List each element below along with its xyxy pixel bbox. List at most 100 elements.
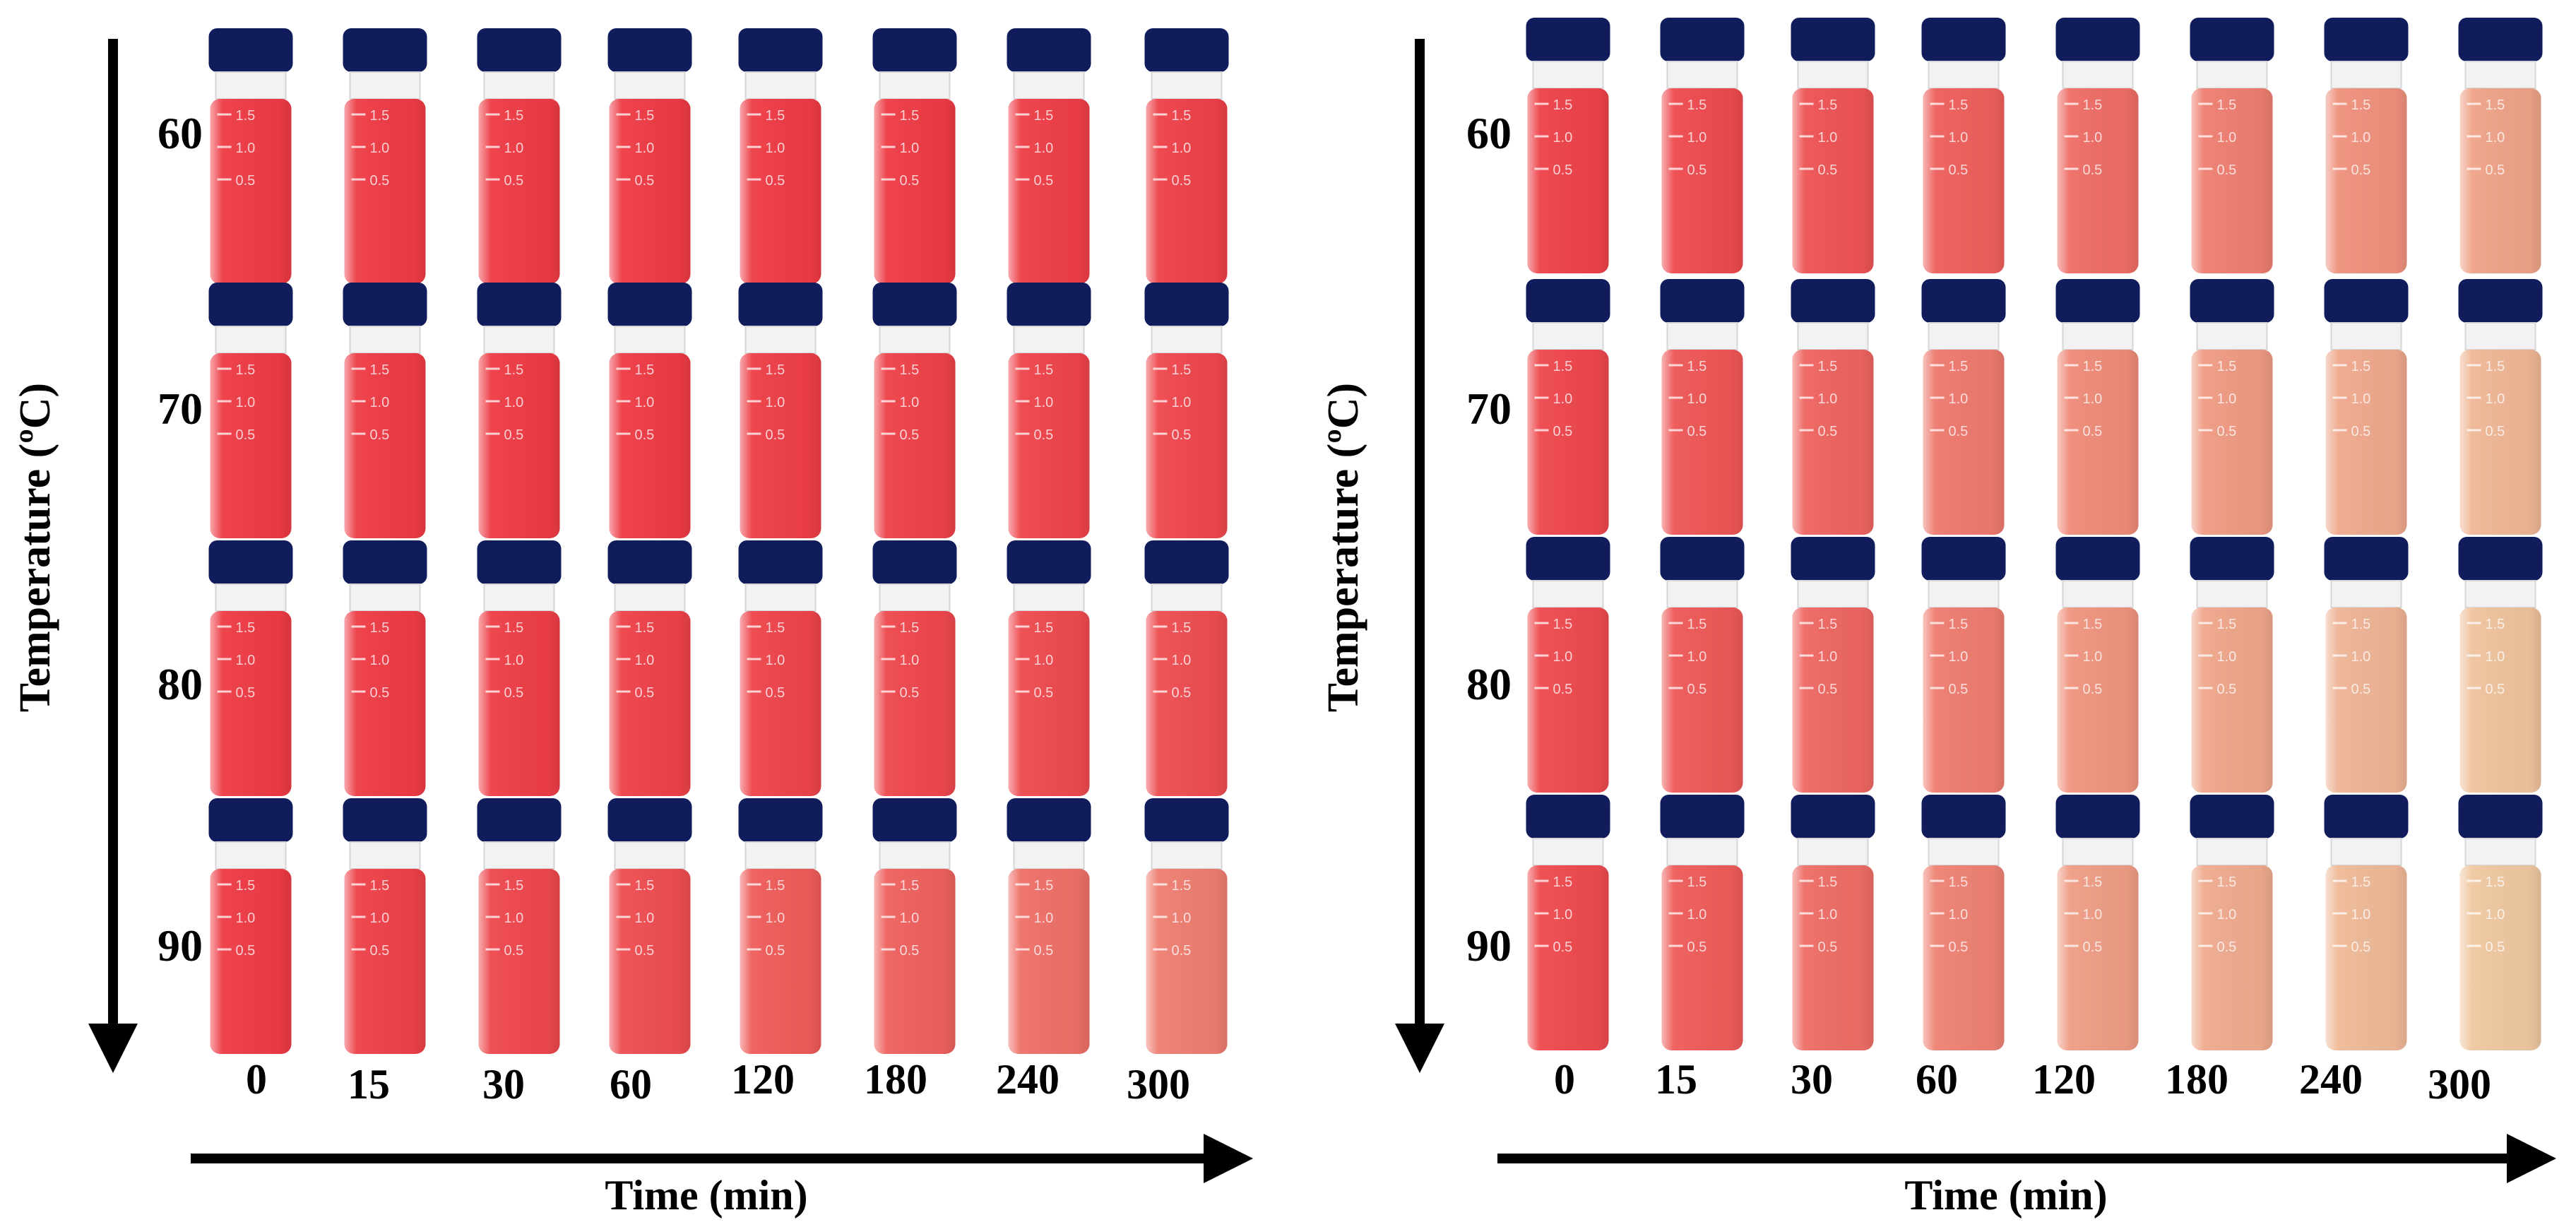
graduation-label: 1.0 xyxy=(1034,911,1054,926)
graduation-label: 1.0 xyxy=(766,395,785,410)
vial-neck xyxy=(614,583,686,612)
vial: 1.5 1.0 0.5 xyxy=(208,28,293,284)
vial-cap xyxy=(208,540,293,584)
graduation-label: 1.5 xyxy=(2217,97,2237,113)
graduation-label: 0.5 xyxy=(1687,939,1707,955)
vial-cap xyxy=(1791,279,1875,323)
vial: 1.5 1.0 0.5 xyxy=(1660,795,1745,1050)
vial-neck xyxy=(1928,838,2000,866)
graduation-label: 0.5 xyxy=(1687,162,1707,178)
vial-neck xyxy=(349,326,421,354)
graduation-label: 1.0 xyxy=(2351,130,2371,146)
vial-glass xyxy=(2191,865,2273,1050)
vial-neck xyxy=(215,583,287,612)
graduation-label: 0.5 xyxy=(900,685,920,701)
vial-cap xyxy=(1007,540,1091,584)
graduation-label: 1.0 xyxy=(504,911,524,926)
vial-cap xyxy=(1660,18,1745,61)
graduation-label: 0.5 xyxy=(766,427,785,443)
vial-glass xyxy=(1661,607,1743,793)
vial-cap xyxy=(1144,798,1229,842)
vial: 1.5 1.0 0.5 xyxy=(2324,18,2409,273)
vial-glass xyxy=(478,99,560,284)
graduation-label: 0.5 xyxy=(370,427,390,443)
graduation-label: 1.0 xyxy=(1553,649,1573,665)
vial-glass xyxy=(740,869,821,1054)
vial-glass xyxy=(609,869,691,1054)
graduation-label: 1.5 xyxy=(1553,617,1573,632)
vial-neck xyxy=(1532,838,1604,866)
vial-glass xyxy=(478,869,560,1054)
vial-glass xyxy=(2325,607,2407,793)
graduation-label: 1.5 xyxy=(1687,875,1707,890)
vial-cap xyxy=(1791,795,1875,838)
vial-neck xyxy=(1797,838,1869,866)
vial-cap xyxy=(2324,537,2409,581)
graduation-label: 1.5 xyxy=(2486,359,2505,374)
graduation-label: 1.5 xyxy=(766,362,785,378)
time-label: 180 xyxy=(2165,1056,2228,1103)
vial-glass xyxy=(1792,88,1874,273)
vial: 1.5 1.0 0.5 xyxy=(1144,798,1229,1054)
graduation-label: 1.5 xyxy=(504,620,524,636)
vial-neck xyxy=(1797,580,1869,608)
time-label: 0 xyxy=(246,1056,267,1103)
graduation-label: 1.5 xyxy=(1553,359,1573,374)
graduation-label: 0.5 xyxy=(1034,685,1054,701)
vial-neck xyxy=(2464,322,2536,350)
vial-neck xyxy=(349,71,421,100)
graduation-label: 1.5 xyxy=(2217,359,2237,374)
vial-glass xyxy=(2191,88,2273,273)
temperature-label: 80 xyxy=(1466,659,1512,709)
graduation-label: 1.5 xyxy=(635,878,655,894)
vial-glass xyxy=(344,869,426,1054)
vial-neck xyxy=(215,326,287,354)
graduation-label: 1.0 xyxy=(1172,141,1192,156)
graduation-label: 1.5 xyxy=(236,362,256,378)
vial-neck xyxy=(2196,61,2268,89)
graduation-label: 1.5 xyxy=(2486,875,2505,890)
graduation-label: 0.5 xyxy=(2217,162,2237,178)
graduation-label: 0.5 xyxy=(2217,939,2237,955)
graduation-label: 1.0 xyxy=(2351,907,2371,923)
graduation-label: 1.5 xyxy=(766,620,785,636)
vial-cap xyxy=(2324,795,2409,838)
vial-glass xyxy=(1792,350,1874,535)
vial-cap xyxy=(2324,279,2409,323)
vial-neck xyxy=(2196,838,2268,866)
vial-neck xyxy=(1928,580,2000,608)
vial-cap xyxy=(477,283,562,326)
vial-cap xyxy=(2458,18,2543,61)
vial: 1.5 1.0 0.5 xyxy=(343,283,427,538)
vial: 1.5 1.0 0.5 xyxy=(2324,537,2409,793)
temperature-label: 70 xyxy=(1466,384,1512,434)
graduation-label: 1.5 xyxy=(1818,97,1838,113)
vial: 1.5 1.0 0.5 xyxy=(1921,279,2006,535)
graduation-label: 1.5 xyxy=(1949,617,1969,632)
graduation-label: 0.5 xyxy=(2351,939,2371,955)
vial-glass xyxy=(2459,607,2541,793)
time-label: 300 xyxy=(2428,1061,2491,1108)
graduation-label: 1.5 xyxy=(900,878,920,894)
graduation-label: 1.0 xyxy=(1687,649,1707,665)
graduation-label: 0.5 xyxy=(504,173,524,189)
vial: 1.5 1.0 0.5 xyxy=(1921,795,2006,1050)
graduation-label: 1.0 xyxy=(236,395,256,410)
vial-cap xyxy=(738,283,823,326)
vial-cap xyxy=(1144,283,1229,326)
graduation-label: 0.5 xyxy=(1949,939,1969,955)
vial-glass xyxy=(210,353,292,538)
vial-cap xyxy=(2190,537,2274,581)
time-label: 60 xyxy=(610,1061,652,1108)
vial-cap xyxy=(607,28,692,72)
vial-glass xyxy=(1146,611,1228,796)
time-label: 120 xyxy=(2032,1056,2096,1103)
vial-neck xyxy=(1013,841,1085,870)
vial-glass xyxy=(609,353,691,538)
vial-neck xyxy=(2062,322,2134,350)
vial-neck xyxy=(2062,838,2134,866)
graduation-label: 0.5 xyxy=(2486,162,2505,178)
vial-glass xyxy=(2191,607,2273,793)
vial-glass xyxy=(1008,869,1090,1054)
vial: 1.5 1.0 0.5 xyxy=(2458,18,2543,273)
